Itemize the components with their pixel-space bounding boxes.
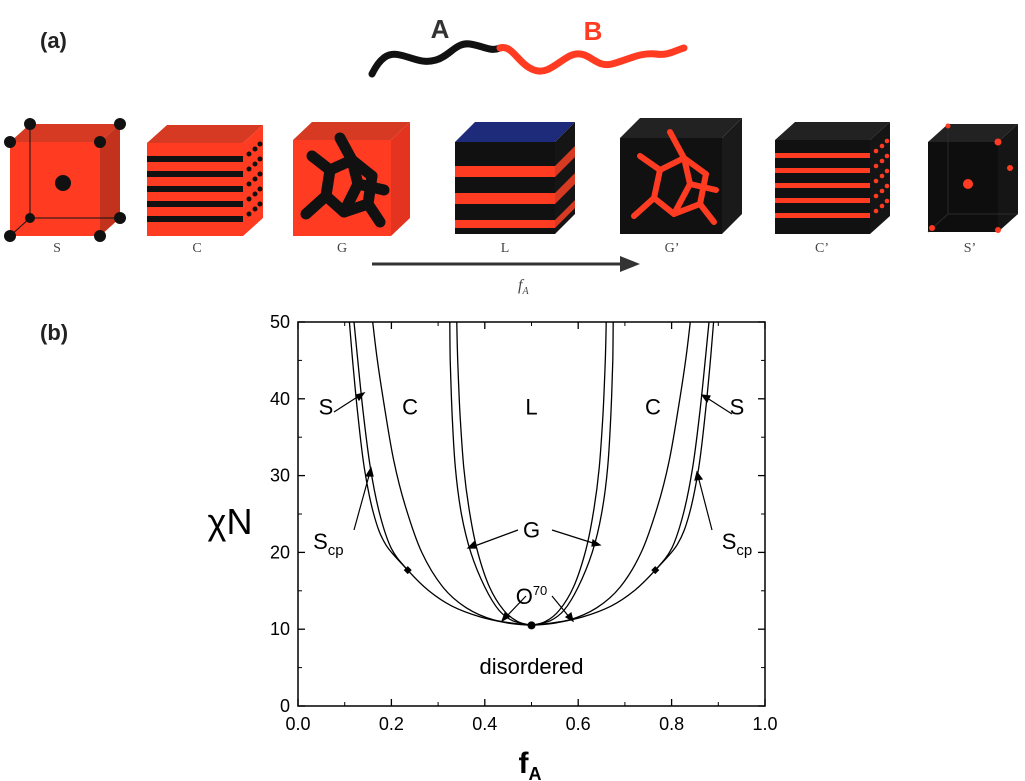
cube-c: C bbox=[147, 125, 263, 256]
composition-arrow: fA bbox=[372, 256, 640, 297]
x-tick-label: 0.6 bbox=[566, 714, 591, 734]
phase-label: O70 bbox=[516, 583, 548, 609]
panel-a-label: (a) bbox=[40, 28, 67, 53]
phase-boundary-0 bbox=[353, 321, 532, 627]
chain-block-b-label: B bbox=[584, 16, 603, 46]
x-tick-label: 1.0 bbox=[752, 714, 777, 734]
y-tick-label: 50 bbox=[270, 312, 290, 332]
cube-l: L bbox=[455, 122, 575, 256]
cube-label-g-prime: G’ bbox=[665, 241, 680, 256]
chain-block-a-label: A bbox=[431, 14, 450, 44]
phase-label: S bbox=[730, 394, 745, 419]
cube-label-g: G bbox=[337, 241, 347, 256]
cube-c-prime: C’ bbox=[775, 122, 890, 256]
cube-s: S bbox=[4, 118, 126, 256]
phase-annotations: S C L C S G O70 Scp Scp disordered bbox=[313, 394, 752, 679]
phase-boundary-1 bbox=[348, 321, 409, 571]
x-tick-label: 0.8 bbox=[659, 714, 684, 734]
plot-frame bbox=[297, 321, 766, 707]
x-tick-label: 0.2 bbox=[379, 714, 404, 734]
y-tick-label: 20 bbox=[270, 542, 290, 562]
cube-s-prime: S’ bbox=[927, 123, 1018, 256]
phase-boundary-9 bbox=[531, 321, 607, 627]
phase-label: disordered bbox=[480, 654, 584, 679]
critical-point bbox=[527, 621, 536, 630]
y-tick-label: 0 bbox=[280, 696, 290, 716]
phase-boundary-4 bbox=[456, 321, 532, 627]
cube-label-c-prime: C’ bbox=[815, 241, 829, 256]
phase-label: S bbox=[319, 394, 334, 419]
triple-point bbox=[651, 566, 660, 575]
axis-ticks: 0.0 0.2 0.4 0.6 0.8 1.0 0 10 20 30 40 50 bbox=[270, 312, 778, 734]
triple-point bbox=[403, 566, 412, 575]
cube-label-c: C bbox=[192, 241, 201, 256]
annotation-arrows bbox=[333, 392, 733, 623]
cube-label-s: S bbox=[53, 241, 61, 256]
x-tick-label: 0.0 bbox=[285, 714, 310, 734]
phase-label: G bbox=[523, 517, 540, 542]
phase-boundary-7 bbox=[531, 321, 691, 627]
cube-g-prime: G’ bbox=[620, 118, 742, 256]
phase-label: Scp bbox=[313, 529, 344, 559]
arrow-label: fA bbox=[518, 277, 529, 297]
y-axis-label: χN bbox=[208, 501, 253, 542]
phase-label: C bbox=[645, 394, 661, 419]
cube-g: G bbox=[293, 122, 410, 256]
phase-boundaries bbox=[348, 321, 715, 627]
phase-boundary-2 bbox=[372, 321, 532, 627]
cube-label-s-prime: S’ bbox=[964, 241, 976, 256]
x-axis-label: fA bbox=[519, 747, 542, 781]
x-tick-label: 0.4 bbox=[472, 714, 497, 734]
phase-label: C bbox=[402, 394, 418, 419]
phase-label: L bbox=[525, 394, 537, 419]
y-tick-label: 10 bbox=[270, 619, 290, 639]
y-tick-label: 30 bbox=[270, 466, 290, 486]
phase-boundary-8 bbox=[531, 321, 614, 627]
phase-boundary-5 bbox=[531, 321, 710, 627]
y-tick-label: 40 bbox=[270, 389, 290, 409]
phase-boundary-3 bbox=[449, 321, 532, 627]
panel-b-label: (b) bbox=[40, 320, 68, 345]
phase-boundary-6 bbox=[654, 321, 715, 571]
special-points bbox=[403, 566, 660, 630]
copolymer-chain: A B bbox=[368, 14, 688, 78]
phase-label: Scp bbox=[722, 529, 753, 559]
cube-label-l: L bbox=[501, 241, 510, 256]
